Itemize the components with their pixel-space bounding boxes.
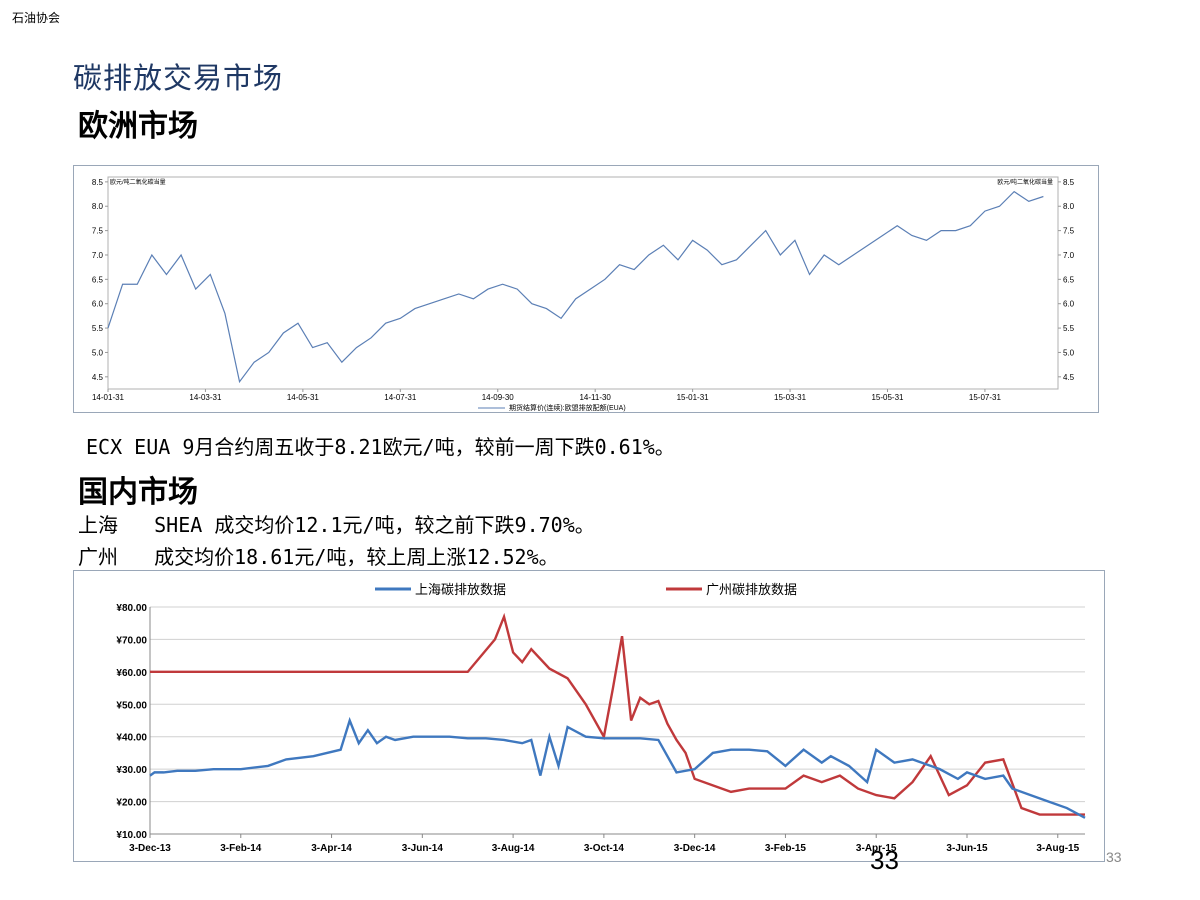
shanghai-summary: 上海 SHEA 成交均价12.1元/吨，较之前下跌9.70%。 <box>78 513 595 537</box>
eua-y-tick-right-1: 8.0 <box>1063 202 1075 211</box>
europe-heading: 欧洲市场 <box>78 109 198 144</box>
eua-y-tick-left-1: 8.0 <box>92 202 104 211</box>
eua-x-tick-3: 14-07-31 <box>384 393 417 402</box>
eua-price-chart: 欧元/吨二氧化碳当量 欧元/吨二氧化碳当量 8.5 8.0 7.5 7.0 6.5 6.0… <box>73 165 1099 413</box>
cn-x-tick-9: 3-Jun-15 <box>946 843 988 854</box>
eua-y-tick-right-8: 4.5 <box>1063 373 1075 382</box>
shanghai-legend-label: 上海碳排放数据 <box>415 582 506 597</box>
cn-x-tick-0: 3-Dec-13 <box>129 843 171 854</box>
cn-x-tick-4: 3-Aug-14 <box>492 843 535 854</box>
domestic-heading: 国内市场 <box>78 475 198 510</box>
eua-x-tick-2: 14-05-31 <box>287 393 320 402</box>
eua-x-tick-9: 15-07-31 <box>969 393 1002 402</box>
cn-x-tick-5: 3-Oct-14 <box>584 843 624 854</box>
eua-y-tick-left-2: 7.5 <box>92 227 104 236</box>
cn-x-tick-1: 3-Feb-14 <box>220 843 262 854</box>
cn-x-tick-2: 3-Apr-14 <box>311 843 352 854</box>
eua-x-tick-1: 14-03-31 <box>189 393 222 402</box>
eua-y-tick-left-8: 4.5 <box>92 373 104 382</box>
page-number-small: 33 <box>1106 849 1122 865</box>
cn-x-tick-10: 3-Aug-15 <box>1036 843 1079 854</box>
eua-x-tick-5: 14-11-30 <box>579 393 611 402</box>
eua-y-tick-left-7: 5.0 <box>92 348 104 357</box>
eua-series-line <box>107 190 1044 384</box>
eua-y-tick-right-0: 8.5 <box>1063 178 1075 187</box>
eua-x-tick-0: 14-01-31 <box>92 393 125 402</box>
cn-x-tick-3: 3-Jun-14 <box>402 843 444 854</box>
eua-y-tick-left-0: 8.5 <box>92 178 104 187</box>
eua-y-tick-left-3: 7.0 <box>92 251 104 260</box>
cn-y-tick-1: ¥70.00 <box>116 635 147 646</box>
eua-y-tick-right-6: 5.5 <box>1063 324 1075 333</box>
guangzhou-summary: 广州 成交均价18.61元/吨，较上周上涨12.52%。 <box>78 545 559 569</box>
cn-x-tick-8: 3-Apr-15 <box>856 843 897 854</box>
cn-y-tick-6: ¥20.00 <box>116 798 147 809</box>
eua-left-unit-label: 欧元/吨二氧化碳当量 <box>110 178 166 186</box>
eua-x-tick-6: 15-01-31 <box>677 393 710 402</box>
eua-right-unit-label: 欧元/吨二氧化碳当量 <box>997 178 1053 186</box>
eua-x-tick-7: 15-03-31 <box>774 393 807 402</box>
cn-y-tick-2: ¥60.00 <box>116 668 147 679</box>
guangzhou-legend-label: 广州碳排放数据 <box>706 582 797 597</box>
organization-label: 石油协会 <box>12 11 61 25</box>
eua-y-tick-left-5: 6.0 <box>92 300 104 309</box>
page-number: 33 <box>870 845 899 875</box>
eua-y-tick-left-6: 5.5 <box>92 324 104 333</box>
eua-x-tick-8: 15-05-31 <box>871 393 904 402</box>
eua-x-tick-4: 14-09-30 <box>482 393 515 402</box>
eua-y-tick-right-3: 7.0 <box>1063 251 1075 260</box>
cn-y-tick-7: ¥10.00 <box>116 830 147 841</box>
eua-y-tick-right-5: 6.0 <box>1063 300 1075 309</box>
cn-y-tick-0: ¥80.00 <box>116 603 147 614</box>
eua-y-tick-right-2: 7.5 <box>1063 227 1075 236</box>
cn-x-tick-7: 3-Feb-15 <box>765 843 807 854</box>
eua-y-tick-left-4: 6.5 <box>92 275 104 284</box>
page-title: 碳排放交易市场 <box>73 61 284 95</box>
cn-y-tick-3: ¥50.00 <box>116 700 147 711</box>
eua-y-tick-right-7: 5.0 <box>1063 348 1075 357</box>
guangzhou-series-line <box>150 612 1085 816</box>
cn-y-tick-5: ¥30.00 <box>116 765 147 776</box>
cn-y-tick-4: ¥40.00 <box>116 733 147 744</box>
shanghai-series-line <box>149 716 1086 819</box>
domestic-carbon-chart: 上海碳排放数据 广州碳排放数据 ¥80.00 ¥70.00 ¥60.00 ¥50.00… <box>73 570 1105 862</box>
cn-x-tick-6: 3-Dec-14 <box>674 843 716 854</box>
eua-y-tick-right-4: 6.5 <box>1063 275 1075 284</box>
europe-summary: ECX EUA 9月合约周五收于8.21欧元/吨，较前一周下跌0.61%。 <box>86 435 675 459</box>
eua-legend-label: 期货结算价(连续):欧盟排放配额(EUA) <box>509 403 626 412</box>
